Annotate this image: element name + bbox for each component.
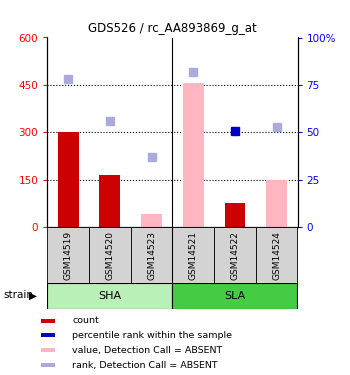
Bar (99, 176, 120, 227)
Bar (266, 180, 287, 227)
Text: GSM14523: GSM14523 (147, 231, 156, 280)
Bar (41, 348, 55, 352)
Bar (47, 283, 172, 309)
Text: ▶: ▶ (29, 291, 37, 300)
Bar (224, 203, 245, 227)
Bar (141, 214, 162, 227)
Text: percentile rank within the sample: percentile rank within the sample (72, 331, 232, 340)
Title: GDS526 / rc_AA893869_g_at: GDS526 / rc_AA893869_g_at (88, 22, 257, 35)
Bar (172, 227, 214, 283)
Text: GSM14524: GSM14524 (272, 231, 281, 280)
Text: SHA: SHA (98, 291, 121, 301)
Text: SLA: SLA (224, 291, 246, 301)
Bar (47, 227, 89, 283)
Bar (89, 227, 131, 283)
Text: rank, Detection Call = ABSENT: rank, Detection Call = ABSENT (72, 361, 218, 370)
Bar (214, 227, 256, 283)
Bar (131, 227, 172, 283)
Text: GSM14522: GSM14522 (230, 231, 239, 280)
Text: value, Detection Call = ABSENT: value, Detection Call = ABSENT (72, 346, 222, 355)
Text: GSM14521: GSM14521 (189, 231, 198, 280)
Text: GSM14520: GSM14520 (105, 231, 114, 280)
Bar (256, 227, 298, 283)
Text: strain: strain (4, 291, 34, 300)
Text: GSM14519: GSM14519 (64, 231, 72, 280)
Bar (41, 363, 55, 367)
Bar (183, 83, 204, 227)
Text: count: count (72, 316, 99, 325)
Bar (41, 318, 55, 322)
Bar (172, 283, 298, 309)
Bar (58, 132, 78, 227)
Bar (41, 333, 55, 338)
